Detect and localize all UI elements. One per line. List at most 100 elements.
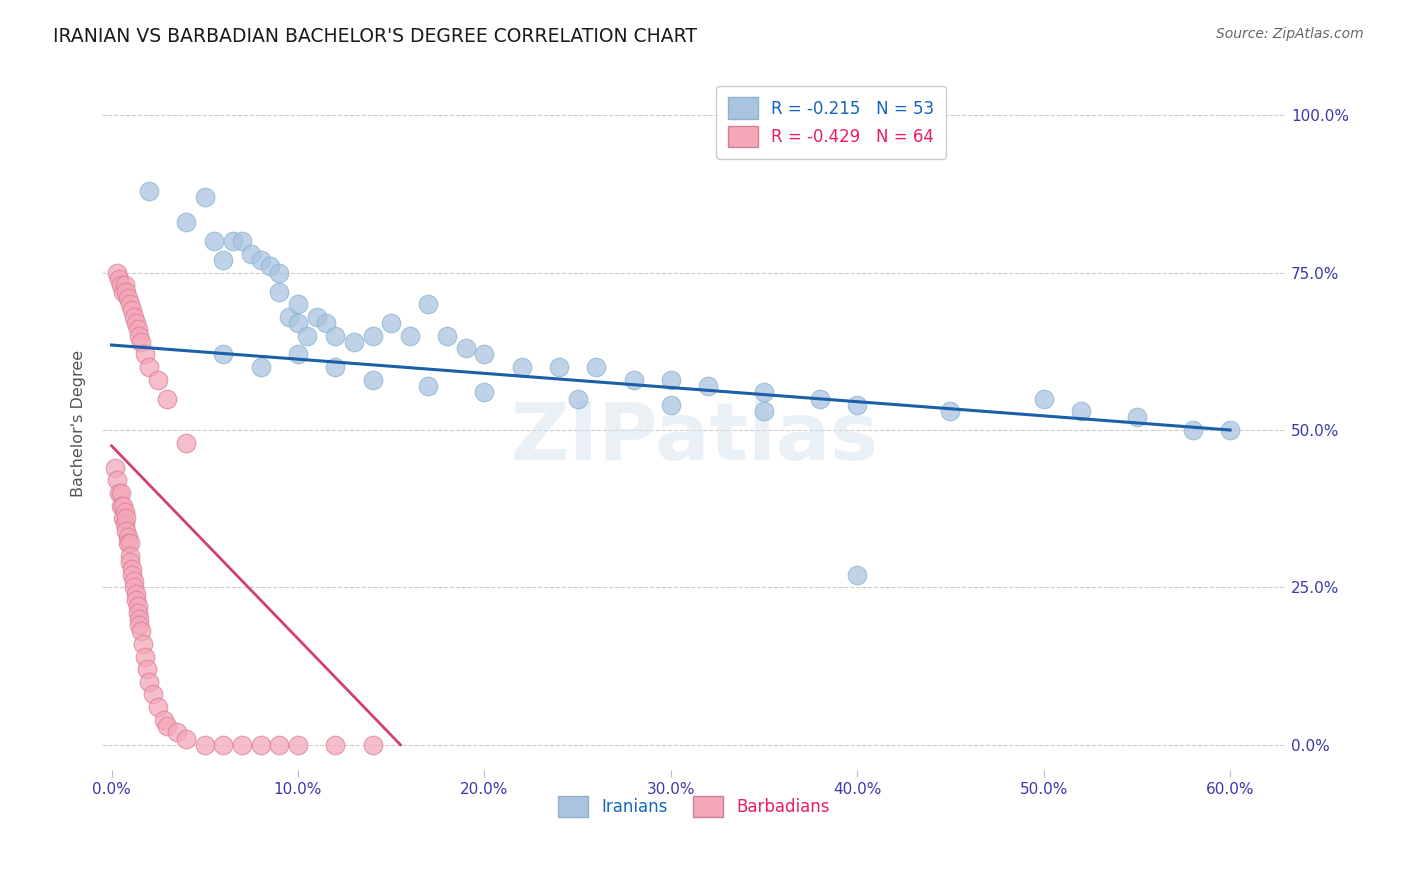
Point bbox=[1181, 423, 1204, 437]
Point bbox=[194, 190, 217, 204]
Point bbox=[111, 285, 134, 299]
Point bbox=[323, 738, 346, 752]
Point bbox=[343, 334, 366, 349]
Point bbox=[752, 385, 775, 400]
Point bbox=[105, 266, 128, 280]
Point bbox=[152, 713, 174, 727]
Point bbox=[567, 392, 589, 406]
Point bbox=[131, 624, 153, 639]
Point bbox=[287, 347, 309, 361]
Point bbox=[361, 738, 384, 752]
Point bbox=[510, 359, 533, 374]
Point bbox=[418, 297, 440, 311]
Point bbox=[249, 253, 271, 268]
Point bbox=[361, 373, 384, 387]
Point bbox=[846, 567, 869, 582]
Point bbox=[104, 460, 127, 475]
Point bbox=[120, 549, 142, 563]
Point bbox=[249, 738, 271, 752]
Point bbox=[472, 347, 495, 361]
Point bbox=[174, 731, 197, 746]
Point bbox=[808, 392, 831, 406]
Point bbox=[117, 536, 139, 550]
Point bbox=[121, 303, 143, 318]
Point bbox=[1032, 392, 1054, 406]
Point bbox=[110, 278, 132, 293]
Point bbox=[287, 297, 309, 311]
Point bbox=[380, 316, 402, 330]
Point bbox=[454, 341, 477, 355]
Point bbox=[156, 719, 179, 733]
Point bbox=[361, 328, 384, 343]
Point bbox=[697, 379, 720, 393]
Point bbox=[117, 530, 139, 544]
Point bbox=[166, 725, 188, 739]
Point bbox=[240, 246, 263, 260]
Point bbox=[121, 567, 143, 582]
Point bbox=[138, 184, 160, 198]
Point bbox=[202, 234, 225, 248]
Point bbox=[115, 524, 138, 538]
Point bbox=[121, 561, 143, 575]
Text: ZIPatlas: ZIPatlas bbox=[510, 399, 879, 476]
Point bbox=[127, 322, 149, 336]
Point bbox=[436, 328, 458, 343]
Point bbox=[222, 234, 245, 248]
Point bbox=[115, 511, 138, 525]
Point bbox=[548, 359, 571, 374]
Point bbox=[128, 618, 150, 632]
Point bbox=[659, 373, 682, 387]
Point bbox=[111, 511, 134, 525]
Point bbox=[125, 593, 148, 607]
Point bbox=[114, 517, 136, 532]
Point bbox=[105, 474, 128, 488]
Point bbox=[231, 738, 253, 752]
Point bbox=[752, 404, 775, 418]
Legend: Iranians, Barbadians: Iranians, Barbadians bbox=[551, 789, 837, 824]
Point bbox=[287, 316, 309, 330]
Point bbox=[110, 486, 132, 500]
Point bbox=[1219, 423, 1241, 437]
Point bbox=[231, 234, 253, 248]
Point bbox=[323, 328, 346, 343]
Point bbox=[125, 316, 148, 330]
Point bbox=[846, 398, 869, 412]
Point bbox=[110, 499, 132, 513]
Point bbox=[117, 291, 139, 305]
Point bbox=[1070, 404, 1092, 418]
Text: Source: ZipAtlas.com: Source: ZipAtlas.com bbox=[1216, 27, 1364, 41]
Point bbox=[287, 738, 309, 752]
Point bbox=[131, 334, 153, 349]
Point bbox=[939, 404, 962, 418]
Point bbox=[128, 328, 150, 343]
Point bbox=[128, 612, 150, 626]
Point bbox=[127, 606, 149, 620]
Point bbox=[108, 486, 131, 500]
Y-axis label: Bachelor's Degree: Bachelor's Degree bbox=[72, 351, 86, 497]
Point bbox=[141, 688, 163, 702]
Point bbox=[305, 310, 328, 324]
Point bbox=[125, 587, 148, 601]
Point bbox=[323, 359, 346, 374]
Point bbox=[1126, 410, 1149, 425]
Point bbox=[120, 297, 142, 311]
Point bbox=[269, 266, 291, 280]
Point bbox=[277, 310, 299, 324]
Point bbox=[269, 285, 291, 299]
Point bbox=[108, 272, 131, 286]
Point bbox=[174, 215, 197, 229]
Point bbox=[111, 499, 134, 513]
Text: IRANIAN VS BARBADIAN BACHELOR'S DEGREE CORRELATION CHART: IRANIAN VS BARBADIAN BACHELOR'S DEGREE C… bbox=[53, 27, 697, 45]
Point bbox=[315, 316, 337, 330]
Point bbox=[297, 328, 319, 343]
Point bbox=[585, 359, 607, 374]
Point bbox=[418, 379, 440, 393]
Point bbox=[398, 328, 420, 343]
Point bbox=[174, 435, 197, 450]
Point bbox=[115, 285, 138, 299]
Point bbox=[138, 359, 160, 374]
Point bbox=[249, 359, 271, 374]
Point bbox=[120, 536, 142, 550]
Point bbox=[122, 574, 145, 588]
Point bbox=[623, 373, 645, 387]
